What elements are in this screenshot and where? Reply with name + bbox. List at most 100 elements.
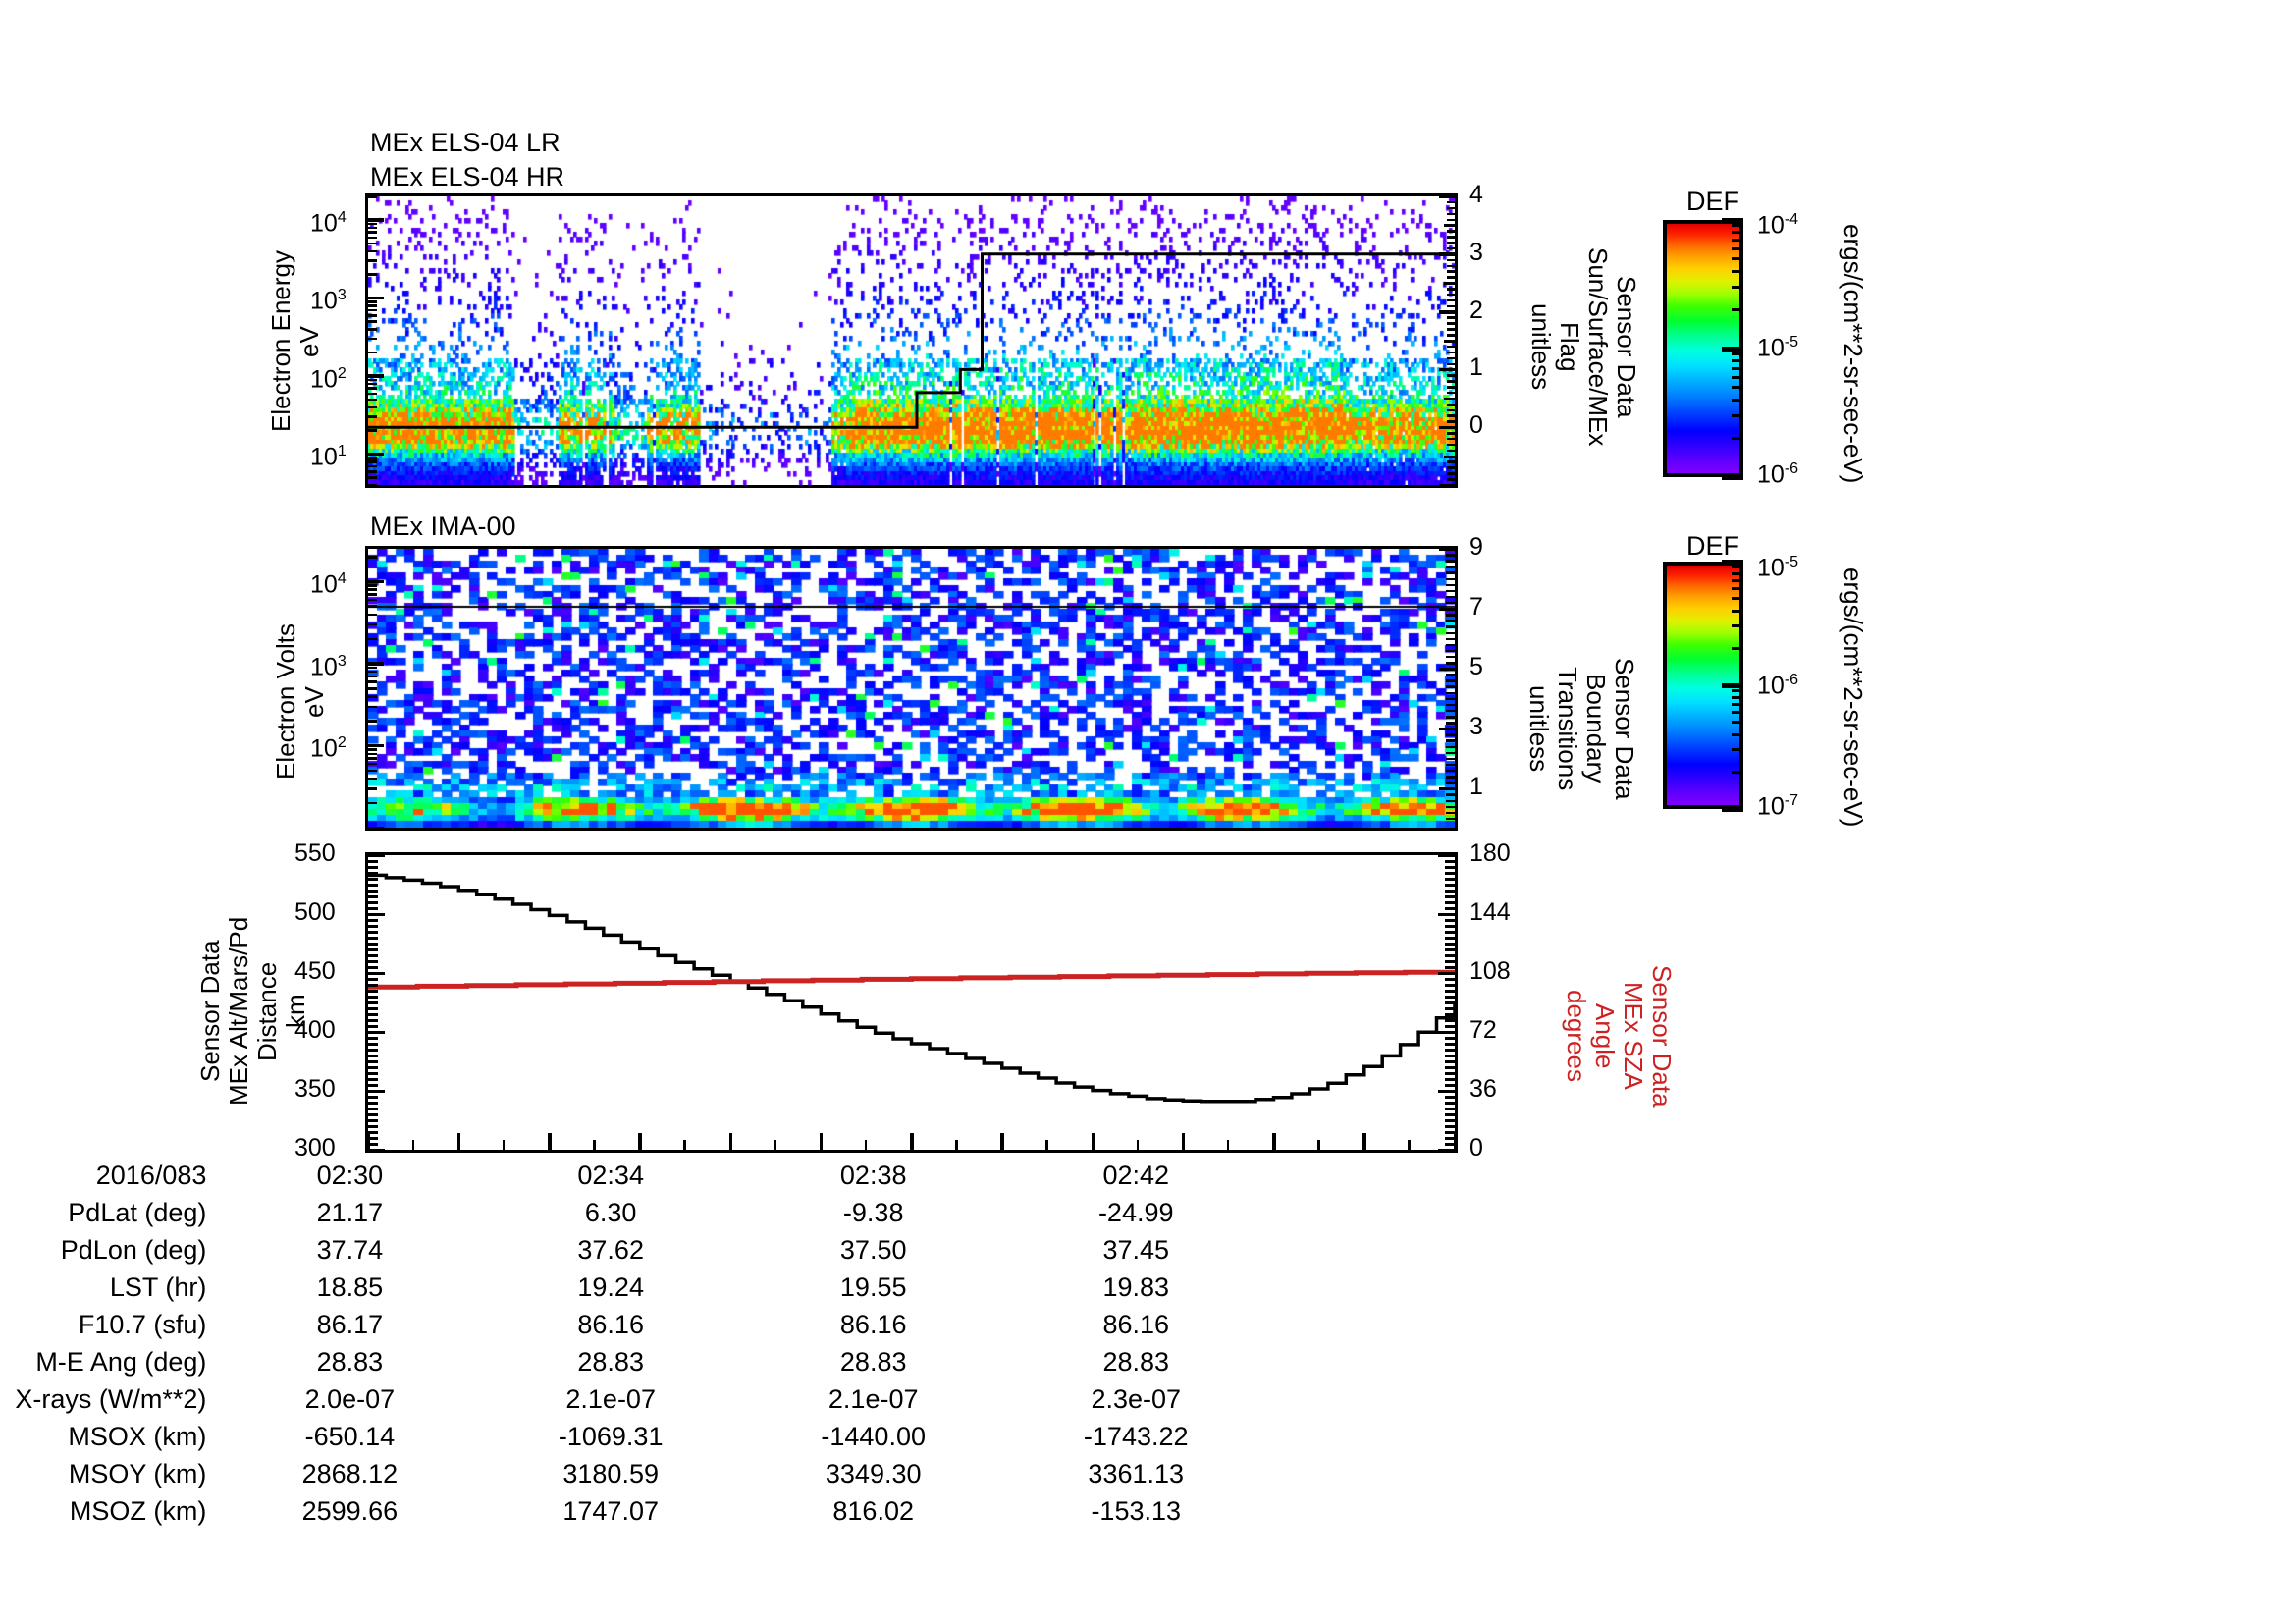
colorbar-els-title: DEF xyxy=(1686,187,1739,216)
table-cell: 19.55 xyxy=(839,1272,907,1302)
axis-tick-minor xyxy=(1445,996,1455,999)
panel-els-title-lr: MEx ELS-04 LR xyxy=(370,128,561,157)
axis-tick-minor xyxy=(368,687,377,690)
panel-alt-plot[interactable] xyxy=(365,852,1458,1153)
table-cell: 2.0e-07 xyxy=(304,1384,396,1414)
alt-left-tick-label: 300 xyxy=(294,1134,336,1162)
axis-tick-minor xyxy=(1445,907,1455,910)
axis-tick-minor xyxy=(1445,884,1455,887)
alt-right-axis-title-l1: Sensor Data xyxy=(1647,964,1677,1108)
axis-tick-major xyxy=(368,218,384,222)
alt-left-axis-title-l4: km xyxy=(281,994,310,1029)
els-right-axis-title-l1: Sensor Data xyxy=(1612,275,1641,418)
xaxis-tick-major xyxy=(638,1133,642,1150)
table-cell: 86.16 xyxy=(1102,1310,1170,1339)
ima-left-tick-label: 102 xyxy=(310,734,347,763)
panel-ima-plot[interactable] xyxy=(365,546,1458,831)
axis-tick-minor xyxy=(1447,380,1455,383)
axis-tick-minor xyxy=(1444,340,1455,343)
table-cell: 37.74 xyxy=(316,1235,384,1265)
alt-left-axis-title-l2: MEx Alt/Mars/Pd xyxy=(224,916,253,1107)
colorbar-tick-major xyxy=(1722,475,1743,480)
panel-els-plot[interactable] xyxy=(365,193,1458,488)
alt-left-tick-label: 450 xyxy=(294,957,336,985)
alt-right-tick-label: 72 xyxy=(1469,1016,1497,1044)
axis-tick-major xyxy=(368,853,385,857)
axis-tick-minor xyxy=(1446,595,1455,599)
axis-tick-minor xyxy=(1447,316,1455,319)
axis-tick-minor xyxy=(368,457,377,460)
axis-tick-minor xyxy=(1447,391,1455,395)
els-right-tick-label: 4 xyxy=(1469,181,1483,208)
colorbar-tick-minor xyxy=(1732,238,1743,242)
axis-tick-minor xyxy=(1447,322,1455,325)
table-row-label: LST (hr) xyxy=(109,1272,207,1302)
axis-tick-minor xyxy=(1446,614,1455,617)
axis-tick-minor xyxy=(1446,662,1455,665)
axis-tick-minor xyxy=(1446,620,1455,622)
axis-tick-minor xyxy=(1447,351,1455,354)
axis-tick-minor xyxy=(1444,282,1455,285)
axis-tick-major xyxy=(368,1148,385,1152)
axis-tick-major xyxy=(1439,786,1455,791)
axis-tick-major xyxy=(1438,853,1455,857)
axis-tick-minor xyxy=(1446,769,1455,773)
axis-tick-minor xyxy=(368,382,377,386)
table-cell: 21.17 xyxy=(316,1198,384,1227)
axis-tick-minor xyxy=(1447,212,1455,216)
axis-tick-minor xyxy=(368,320,377,323)
axis-tick-minor xyxy=(1445,895,1455,898)
axis-tick-major xyxy=(1439,425,1455,430)
xaxis-tick-minor xyxy=(774,1140,777,1150)
axis-tick-minor xyxy=(368,1108,378,1110)
axis-tick-minor xyxy=(1445,901,1455,904)
table-row-label: M-E Ang (deg) xyxy=(35,1347,207,1377)
axis-tick-minor xyxy=(1446,643,1455,647)
axis-tick-minor xyxy=(368,752,377,756)
axis-tick-minor xyxy=(1447,414,1455,417)
axis-tick-minor xyxy=(1447,230,1455,233)
axis-tick-minor xyxy=(368,464,377,468)
axis-tick-minor xyxy=(1446,679,1455,682)
axis-tick-minor xyxy=(1446,739,1455,742)
axis-tick-minor xyxy=(368,1125,378,1128)
axis-tick-minor xyxy=(368,387,377,390)
axis-tick-minor xyxy=(368,273,377,276)
ephemeris-table: 2016/083 02:30 02:34 02:38 02:42 PdLat (deg) 2… xyxy=(0,1157,1267,1530)
axis-tick-major xyxy=(368,971,385,975)
xaxis-tick-major xyxy=(1000,1133,1004,1150)
axis-tick-major xyxy=(368,579,384,584)
table-row-label: MSOX (km) xyxy=(68,1422,207,1451)
table-row-label: PdLat (deg) xyxy=(68,1198,207,1227)
axis-tick-major xyxy=(1439,607,1455,612)
table-cell: -24.99 xyxy=(1097,1198,1174,1227)
axis-tick-minor xyxy=(368,1102,378,1105)
ima-spectrogram-canvas xyxy=(368,549,1455,828)
axis-tick-minor xyxy=(368,1025,378,1028)
axis-tick-minor xyxy=(1447,449,1455,453)
axis-tick-minor xyxy=(1445,872,1455,875)
axis-tick-minor xyxy=(368,954,378,957)
table-cell: 86.16 xyxy=(577,1310,644,1339)
axis-tick-minor xyxy=(1447,293,1455,297)
axis-tick-minor xyxy=(1447,362,1455,366)
axis-tick-minor xyxy=(1445,1019,1455,1022)
table-cell: 28.83 xyxy=(577,1347,644,1377)
axis-tick-minor xyxy=(1445,925,1455,928)
colorbar-tick-minor xyxy=(1732,695,1743,699)
colorbar-tick-minor xyxy=(1732,413,1743,417)
axis-tick-minor xyxy=(368,801,377,805)
axis-tick-minor xyxy=(1445,1102,1455,1105)
axis-tick-minor xyxy=(1447,270,1455,273)
axis-tick-minor xyxy=(368,762,377,766)
table-row-label: X-rays (W/m**2) xyxy=(15,1384,207,1414)
axis-tick-minor xyxy=(368,907,378,910)
table-cell: 02:42 xyxy=(1102,1161,1170,1190)
xaxis-tick-major xyxy=(1181,1133,1186,1150)
els-left-tick-label: 101 xyxy=(310,443,347,471)
colorbar-tick-minor xyxy=(1732,437,1743,441)
axis-tick-minor xyxy=(1446,554,1455,557)
colorbar-tick-minor xyxy=(1732,721,1743,725)
table-row-label: MSOZ (km) xyxy=(69,1496,207,1526)
axis-tick-minor xyxy=(1444,455,1455,459)
